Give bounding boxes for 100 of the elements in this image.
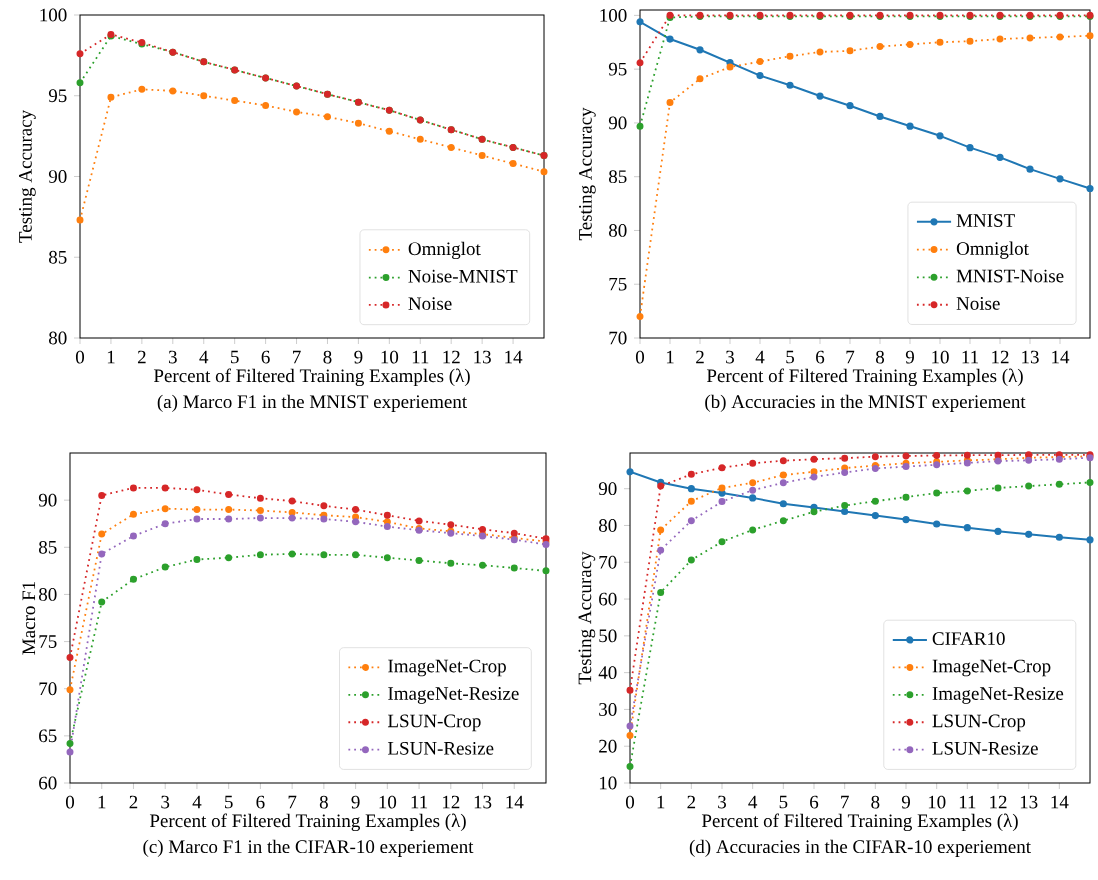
x-tick-label: 9 xyxy=(351,795,360,809)
y-tick-label: 75 xyxy=(39,635,57,648)
x-tick-label: 0 xyxy=(75,350,85,364)
x-tick-label: 13 xyxy=(1020,795,1038,809)
x-tick-label: 7 xyxy=(293,350,301,364)
x-axis-title: Percent of Filtered Training Examples (λ) xyxy=(706,368,1023,387)
x-tick-label: 4 xyxy=(199,350,209,364)
x-axis-title: Percent of Filtered Training Examples (λ) xyxy=(153,368,470,387)
y-tick-label: 70 xyxy=(609,331,627,345)
y-tick-label: 80 xyxy=(598,519,617,532)
x-tick-label: 11 xyxy=(411,795,428,809)
x-tick-label: 2 xyxy=(687,795,696,809)
x-tick-label: 7 xyxy=(841,795,849,809)
y-tick-label: 60 xyxy=(599,592,617,606)
x-tick-label: 6 xyxy=(261,350,270,364)
x-tick-label: 14 xyxy=(505,350,523,364)
y-tick-label: 10 xyxy=(599,776,617,790)
legend-label: Omniglot xyxy=(956,241,1029,259)
x-tick-label: 8 xyxy=(319,795,328,809)
y-tick-label: 40 xyxy=(598,666,617,680)
text: (c) Marco F1 in the CIFAR-10 experiement xyxy=(143,839,474,857)
x-tick-label: 8 xyxy=(323,350,332,364)
x-tick-label: 2 xyxy=(129,795,138,809)
y-tick-label: 90 xyxy=(608,116,627,130)
legend-label: Omniglot xyxy=(408,241,481,260)
x-tick-label: 11 xyxy=(959,795,976,809)
x-tick-label: 11 xyxy=(412,350,429,364)
y-tick-label: 65 xyxy=(39,729,57,743)
y-tick-label: 85 xyxy=(48,250,67,264)
y-tick-label: 80 xyxy=(38,588,57,601)
y-tick-label: 85 xyxy=(38,540,57,554)
x-tick-label: 10 xyxy=(381,350,399,364)
x-tick-label: 3 xyxy=(726,350,735,364)
y-axis-title: Testing Accuracy xyxy=(19,109,36,243)
y-tick-label: 100 xyxy=(40,8,67,22)
y-tick-label: 80 xyxy=(48,331,67,345)
x-tick-label: 12 xyxy=(992,350,1009,364)
text: (d) Accuracies in the CIFAR-10 experiement xyxy=(689,839,1031,857)
x-tick-label: 13 xyxy=(474,350,491,364)
legend-label: LSUN-Resize xyxy=(387,741,494,755)
x-tick-label: 12 xyxy=(442,795,460,809)
y-tick-label: 95 xyxy=(608,62,627,76)
y-tick-label: 95 xyxy=(48,89,67,103)
x-tick-label: 12 xyxy=(990,795,1007,809)
x-tick-label: 9 xyxy=(905,350,914,364)
legend-label: LSUN-Resize xyxy=(932,741,1038,755)
x-tick-label: 1 xyxy=(657,795,665,809)
legend-label: MNIST-Noise xyxy=(956,269,1064,283)
x-tick-label: 4 xyxy=(192,795,202,809)
legend-label: LSUN-Crop xyxy=(387,714,481,732)
x-tick-label: 14 xyxy=(1051,795,1069,809)
x-tick-label: 4 xyxy=(755,350,765,364)
x-tick-label: 6 xyxy=(256,795,265,809)
x-tick-label: 8 xyxy=(875,350,885,364)
y-tick-label: 90 xyxy=(598,482,617,496)
y-axis-title: Macro F1 xyxy=(22,581,36,655)
x-tick-label: 9 xyxy=(354,350,363,364)
y-tick-label: 20 xyxy=(599,739,617,753)
text: (b) Accuracies in the MNIST experiement xyxy=(705,394,1026,412)
x-tick-label: 11 xyxy=(962,350,979,364)
x-tick-label: 1 xyxy=(98,795,106,809)
legend-label: MNIST xyxy=(956,214,1015,227)
x-tick-label: 2 xyxy=(137,350,146,364)
y-tick-label: 90 xyxy=(48,170,67,183)
x-tick-label: 13 xyxy=(474,795,492,809)
legend-label: Noise xyxy=(956,297,1000,310)
x-tick-label: 0 xyxy=(635,350,645,364)
x-tick-label: 13 xyxy=(1022,350,1039,364)
x-tick-label: 5 xyxy=(225,795,233,809)
y-tick-label: 75 xyxy=(609,277,627,291)
legend-label: Noise xyxy=(408,297,452,311)
x-tick-label: 5 xyxy=(786,350,795,364)
x-tick-label: 0 xyxy=(65,795,75,809)
text: (a) Marco F1 in the MNIST experiement xyxy=(157,394,468,412)
x-tick-label: 3 xyxy=(718,795,727,809)
x-tick-label: 6 xyxy=(810,795,819,809)
x-tick-label: 8 xyxy=(871,795,880,809)
x-tick-label: 9 xyxy=(901,795,910,809)
y-tick-label: 85 xyxy=(608,170,627,184)
x-tick-label: 7 xyxy=(846,350,855,364)
y-tick-label: 30 xyxy=(599,703,617,716)
y-tick-label: 70 xyxy=(39,682,57,696)
x-tick-label: 3 xyxy=(161,795,170,809)
legend-label: ImageNet-Resize xyxy=(388,687,519,704)
legend-label: ImageNet-Crop xyxy=(932,659,1051,677)
y-tick-label: 60 xyxy=(39,776,57,790)
x-tick-label: 5 xyxy=(779,795,788,809)
legend-label: CIFAR10 xyxy=(932,632,1005,646)
x-tick-label: 14 xyxy=(1052,350,1070,364)
y-tick-label: 50 xyxy=(599,629,617,643)
x-tick-label: 2 xyxy=(696,350,704,364)
legend-label: ImageNet-Resize xyxy=(932,687,1064,704)
x-axis-title: Percent of Filtered Training Examples (λ) xyxy=(149,813,466,832)
y-axis-title: Testing Accuracy xyxy=(579,107,596,241)
x-tick-label: 7 xyxy=(288,795,297,809)
x-tick-label: 0 xyxy=(625,795,635,809)
x-tick-label: 10 xyxy=(379,795,397,809)
y-axis-title: Testing Accuracy xyxy=(578,551,596,685)
x-tick-label: 4 xyxy=(748,795,758,809)
x-tick-label: 6 xyxy=(816,350,825,364)
